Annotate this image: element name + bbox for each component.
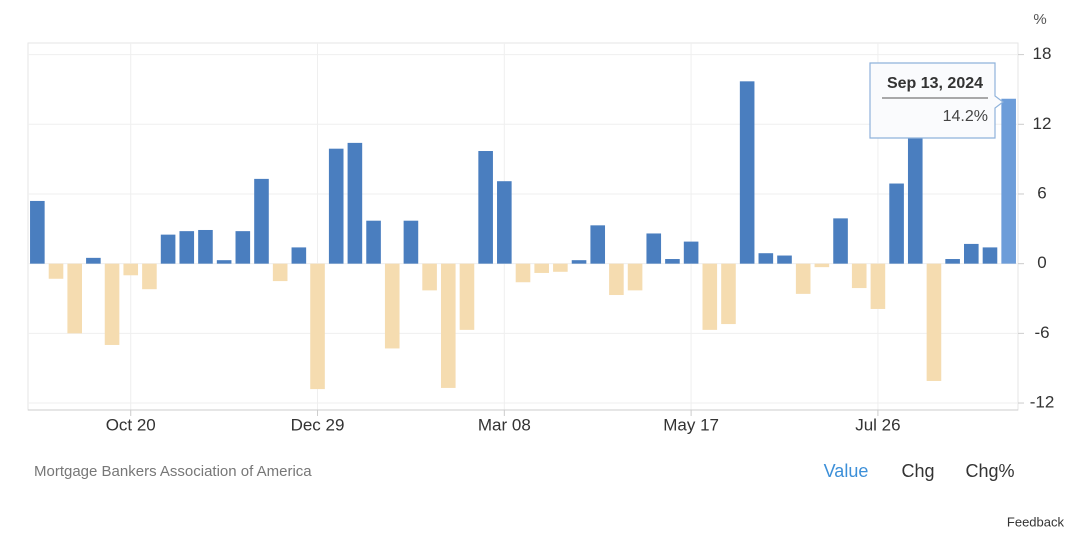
y-tick-label: -12 [1030,393,1055,412]
bar [964,243,979,264]
bar [459,263,475,330]
bar [142,263,157,290]
bar [366,220,381,264]
bar [851,263,867,289]
bar [758,253,774,264]
bar [702,263,718,330]
bar [814,263,830,268]
bar [403,220,419,264]
bar [272,263,288,282]
range-button[interactable]: Chg [901,461,934,481]
bar [665,259,680,264]
bar [328,148,344,264]
bar [739,81,755,264]
bar [833,218,848,264]
bar [67,263,82,334]
bar [30,200,45,264]
y-tick-label: 12 [1033,114,1052,133]
bar [553,263,568,272]
bar [721,263,736,325]
bar [254,178,269,264]
bar [534,263,549,273]
bar [683,241,699,264]
y-tick-label: -6 [1034,323,1049,342]
bar [422,263,437,291]
unit-label: % [1033,11,1046,28]
bar [945,259,960,264]
bar [86,257,101,264]
tooltip-box [869,62,1004,139]
bar [310,263,325,390]
x-tick-label: Dec 29 [291,415,345,434]
bar [384,263,400,349]
bar [104,263,120,345]
feedback[interactable]: Feedback [1007,514,1065,529]
bar [478,151,493,264]
bar [777,255,792,264]
bar [627,263,643,291]
bar [889,183,904,264]
bar [926,263,942,381]
source: Mortgage Bankers Association of America [34,463,312,480]
bar [179,231,195,264]
bar [590,225,606,264]
bar [497,181,512,264]
x-tick-label: Oct 20 [106,415,156,434]
bar [235,231,251,264]
bar [870,263,886,309]
tooltip-title: Sep 13, 2024 [887,75,983,92]
bar [123,263,139,276]
bar [609,263,624,296]
bar [571,260,587,264]
bar [216,260,232,264]
bar [48,263,64,279]
bar [440,263,456,388]
tooltip: Sep 13, 2024 14.2% [869,62,1004,139]
y-tick-label: 18 [1033,44,1052,63]
x-tick-label: Mar 08 [478,415,531,434]
bar [515,263,531,283]
y-tick-label: 0 [1037,253,1046,272]
tooltip-value: 14.2% [943,108,988,125]
bar [160,234,176,264]
range-button[interactable]: Value [824,461,869,481]
bar [982,247,998,264]
bar [291,247,307,264]
range-button[interactable]: Chg% [965,461,1014,481]
bar [198,229,213,264]
bar [646,233,662,264]
bar [795,263,811,294]
bar [907,137,923,264]
y-tick-label: 6 [1037,183,1046,202]
x-tick-label: May 17 [663,415,719,434]
bar [1001,98,1016,264]
bar [347,142,363,264]
x-tick-label: Jul 26 [855,415,900,434]
